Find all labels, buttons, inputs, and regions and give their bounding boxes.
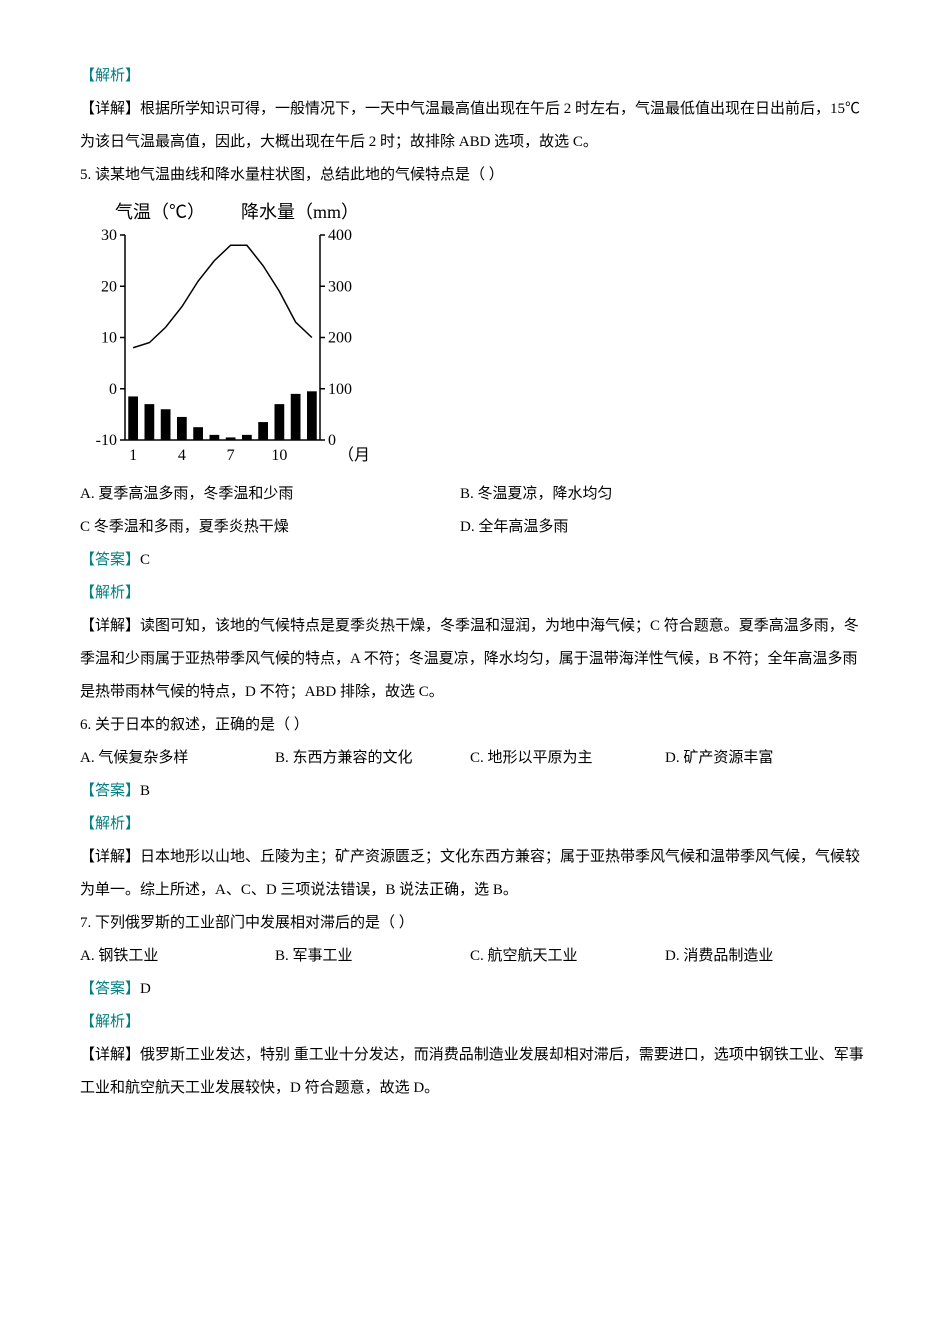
q6-optA: A. 气候复杂多样 <box>80 742 275 775</box>
q7-options: A. 钢铁工业 B. 军事工业 C. 航空航天工业 D. 消费品制造业 <box>80 940 870 973</box>
q7-answer: 【答案】D <box>80 973 870 1006</box>
q7-answer-value: D <box>140 981 151 997</box>
detail-label: 【详解】 <box>80 101 140 117</box>
svg-text:1: 1 <box>129 447 137 464</box>
answer-label: 【答案】 <box>80 981 140 997</box>
svg-text:100: 100 <box>328 381 352 398</box>
svg-text:-10: -10 <box>96 432 117 449</box>
q7-stem: 7. 下列俄罗斯的工业部门中发展相对滞后的是（ ） <box>80 907 870 940</box>
q6-optB: B. 东西方兼容的文化 <box>275 742 470 775</box>
q5-detail: 【详解】读图可知，该地的气候特点是夏季炎热干燥，冬季温和湿润，为地中海气候；C … <box>80 610 870 709</box>
svg-text:0: 0 <box>328 432 336 449</box>
q7-detail: 【详解】俄罗斯工业发达，特别 重工业十分发达，而消费品制造业发展却相对滞后，需要… <box>80 1039 870 1105</box>
answer-label: 【答案】 <box>80 552 140 568</box>
svg-text:7: 7 <box>227 447 235 464</box>
climate-chart: 气温（℃）降水量（mm）-100102030010020030040014710… <box>80 200 870 470</box>
q5-options-row2: C 冬季温和多雨，夏季炎热干燥 D. 全年高温多雨 <box>80 511 870 544</box>
q6-options: A. 气候复杂多样 B. 东西方兼容的文化 C. 地形以平原为主 D. 矿产资源… <box>80 742 870 775</box>
q5-optB: B. 冬温夏凉，降水均匀 <box>460 478 613 511</box>
q7-optD: D. 消费品制造业 <box>665 940 860 973</box>
q5-stem: 5. 读某地气温曲线和降水量柱状图，总结此地的气候特点是（ ） <box>80 159 870 192</box>
q5-optC: C 冬季温和多雨，夏季炎热干燥 <box>80 511 460 544</box>
detail-label: 【详解】 <box>80 1047 140 1063</box>
q5-options-row1: A. 夏季高温多雨，冬季温和少雨 B. 冬温夏凉，降水均匀 <box>80 478 870 511</box>
q5-answer: 【答案】C <box>80 544 870 577</box>
q7-optB: B. 军事工业 <box>275 940 470 973</box>
detail-label: 【详解】 <box>80 849 140 865</box>
q4-detail: 【详解】根据所学知识可得，一般情况下，一天中气温最高值出现在午后 2 时左右，气… <box>80 93 870 159</box>
svg-text:0: 0 <box>109 381 117 398</box>
svg-text:4: 4 <box>178 447 186 464</box>
q5-detail-text: 读图可知，该地的气候特点是夏季炎热干燥，冬季温和湿润，为地中海气候；C 符合题意… <box>80 618 859 700</box>
q4-detail-text: 根据所学知识可得，一般情况下，一天中气温最高值出现在午后 2 时左右，气温最低值… <box>80 101 860 150</box>
q5-answer-value: C <box>140 552 150 568</box>
q7-detail-text: 俄罗斯工业发达，特别 重工业十分发达，而消费品制造业发展却相对滞后，需要进口，选… <box>80 1047 864 1096</box>
q7-optA: A. 钢铁工业 <box>80 940 275 973</box>
analysis-heading: 【解析】 <box>80 808 870 841</box>
analysis-heading: 【解析】 <box>80 577 870 610</box>
svg-text:20: 20 <box>101 278 117 295</box>
climate-chart-svg: 气温（℃）降水量（mm）-100102030010020030040014710… <box>80 200 370 470</box>
q5-optA: A. 夏季高温多雨，冬季温和少雨 <box>80 478 460 511</box>
q7-optC: C. 航空航天工业 <box>470 940 665 973</box>
q5-optD: D. 全年高温多雨 <box>460 511 568 544</box>
svg-text:气温（℃）: 气温（℃） <box>115 202 205 222</box>
svg-text:30: 30 <box>101 227 117 244</box>
svg-text:（月）: （月） <box>338 446 370 464</box>
q6-detail: 【详解】日本地形以山地、丘陵为主；矿产资源匮乏；文化东西方兼容；属于亚热带季风气… <box>80 841 870 907</box>
answer-label: 【答案】 <box>80 783 140 799</box>
q6-detail-text: 日本地形以山地、丘陵为主；矿产资源匮乏；文化东西方兼容；属于亚热带季风气候和温带… <box>80 849 860 898</box>
q6-answer-value: B <box>140 783 150 799</box>
q6-stem: 6. 关于日本的叙述，正确的是（ ） <box>80 709 870 742</box>
svg-text:10: 10 <box>271 447 287 464</box>
svg-text:400: 400 <box>328 227 352 244</box>
svg-text:300: 300 <box>328 278 352 295</box>
q6-optC: C. 地形以平原为主 <box>470 742 665 775</box>
svg-text:10: 10 <box>101 330 117 347</box>
svg-text:降水量（mm）: 降水量（mm） <box>241 202 359 222</box>
q6-answer: 【答案】B <box>80 775 870 808</box>
svg-text:200: 200 <box>328 330 352 347</box>
q6-optD: D. 矿产资源丰富 <box>665 742 860 775</box>
detail-label: 【详解】 <box>80 618 140 634</box>
analysis-heading: 【解析】 <box>80 1006 870 1039</box>
analysis-heading: 【解析】 <box>80 60 870 93</box>
